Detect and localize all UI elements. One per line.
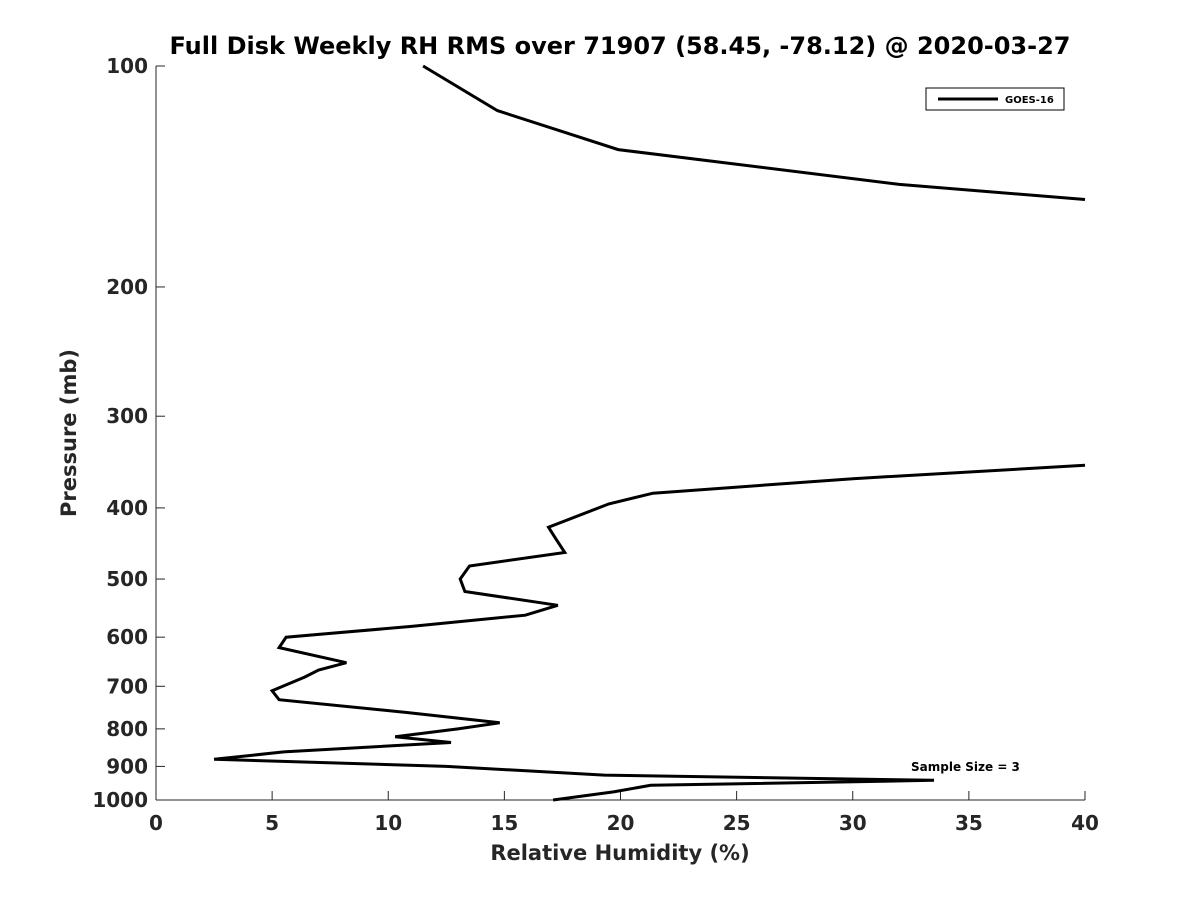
- chart-title: Full Disk Weekly RH RMS over 71907 (58.4…: [169, 32, 1070, 60]
- axes: [155, 66, 1085, 801]
- y-ticks: 100 200 300 400 500 600 700 800 900 1000: [92, 54, 165, 812]
- y-tick-label: 600: [106, 625, 148, 649]
- x-tick-label: 15: [490, 811, 518, 835]
- y-tick-label: 200: [106, 275, 148, 299]
- x-tick-label: 30: [839, 811, 867, 835]
- sample-size-annotation: Sample Size = 3: [911, 760, 1020, 774]
- y-tick-label: 800: [106, 717, 148, 741]
- x-tick-label: 35: [955, 811, 983, 835]
- x-tick-label: 5: [265, 811, 279, 835]
- y-tick-label: 300: [106, 404, 148, 428]
- y-tick-label: 900: [106, 754, 148, 778]
- x-tick-label: 10: [374, 811, 402, 835]
- series-lines: [213, 64, 1086, 802]
- x-tick-label: 40: [1071, 811, 1099, 835]
- y-tick-label: 400: [106, 496, 148, 520]
- x-ticks: 0 5 10 15 20 25 30 35 40: [149, 791, 1099, 835]
- legend: GOES-16: [925, 87, 1065, 111]
- x-tick-label: 0: [149, 811, 163, 835]
- y-tick-label: 100: [106, 54, 148, 78]
- x-tick-label: 20: [607, 811, 635, 835]
- y-axis-label: Pressure (mb): [57, 349, 81, 517]
- x-axis-label: Relative Humidity (%): [490, 841, 749, 865]
- y-tick-label: 700: [106, 674, 148, 698]
- y-tick-label: 1000: [92, 788, 148, 812]
- y-tick-label: 500: [106, 567, 148, 591]
- series-line-goes-16: [213, 64, 1086, 802]
- legend-label-goes-16: GOES-16: [1005, 95, 1054, 106]
- x-tick-label: 25: [723, 811, 751, 835]
